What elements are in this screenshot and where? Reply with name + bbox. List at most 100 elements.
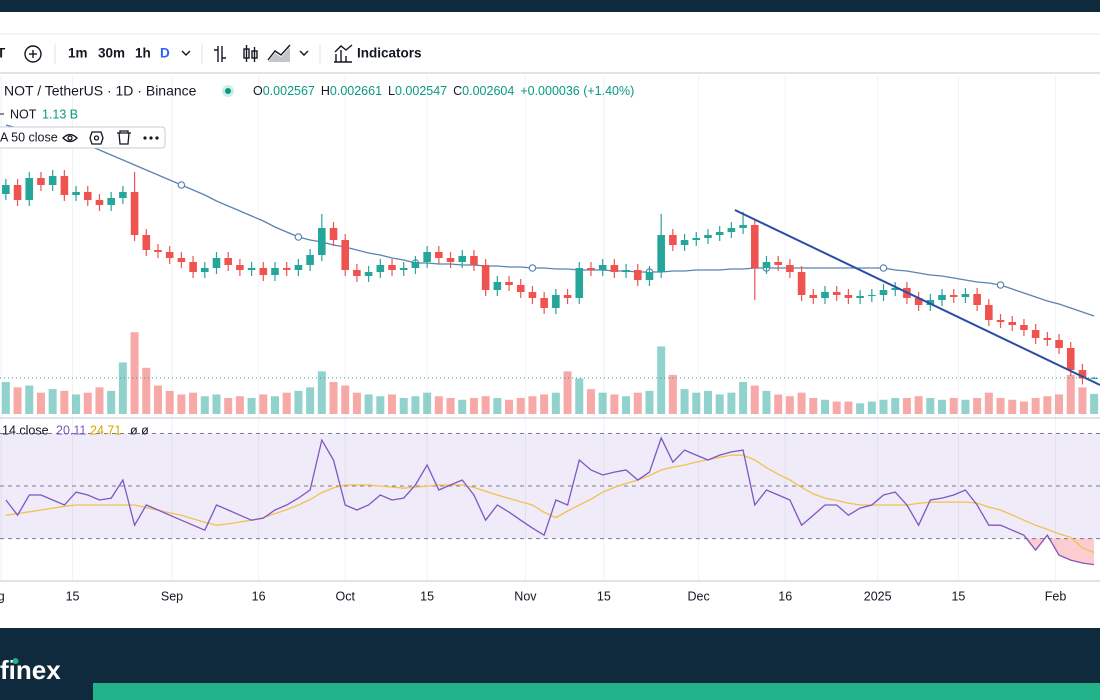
candle-body bbox=[353, 270, 361, 276]
candle-body bbox=[177, 258, 186, 262]
volume-bar bbox=[891, 398, 900, 414]
candle-body bbox=[399, 268, 408, 270]
volume-bar bbox=[177, 394, 186, 414]
volume-bar bbox=[458, 399, 467, 414]
candle-body bbox=[1008, 322, 1017, 325]
x-tick-label: Feb bbox=[1045, 589, 1067, 603]
volume-bar bbox=[715, 394, 724, 414]
volume-bar bbox=[1008, 399, 1017, 414]
volume-bar bbox=[1055, 394, 1064, 414]
candle-body bbox=[926, 300, 935, 305]
rsi-extra: ø ø bbox=[130, 423, 149, 437]
interval[interactable]: 1m bbox=[68, 46, 88, 61]
volume-bar bbox=[118, 362, 127, 414]
ohlc-key: H bbox=[321, 84, 330, 98]
volume-bar bbox=[200, 396, 209, 414]
interval[interactable]: 30m bbox=[98, 46, 125, 61]
candle-body bbox=[481, 265, 490, 290]
volume-bar bbox=[680, 389, 689, 414]
ohlc-value: 0.002604 bbox=[462, 84, 514, 98]
candle-body bbox=[107, 198, 115, 205]
rsi-line bbox=[5, 436, 1095, 566]
volume-pane bbox=[1, 332, 1099, 414]
volume-bar bbox=[1031, 398, 1040, 414]
volume-bar bbox=[949, 398, 958, 414]
interval-active[interactable]: D bbox=[160, 46, 170, 61]
volume-bar bbox=[926, 398, 935, 414]
rsi-pane bbox=[0, 433, 1100, 566]
volume-bar bbox=[271, 396, 279, 414]
delete-icon[interactable] bbox=[117, 130, 131, 145]
bar-icon[interactable] bbox=[214, 46, 226, 62]
candle-body bbox=[95, 200, 104, 205]
candle-body bbox=[189, 262, 197, 272]
candle-body bbox=[715, 232, 724, 235]
candle-body bbox=[306, 255, 314, 265]
volume-bar bbox=[481, 396, 490, 414]
volume-bar bbox=[692, 392, 701, 414]
volume-bar bbox=[282, 392, 291, 414]
volume-bar bbox=[739, 382, 748, 414]
volume-bar bbox=[598, 392, 607, 414]
eye-icon[interactable] bbox=[62, 133, 78, 143]
ohlc-legend: O0.002567 H0.002661 L0.002547 C0.002604 +0.0… bbox=[253, 84, 634, 98]
volume-bar bbox=[83, 392, 92, 414]
candle-body bbox=[1055, 340, 1063, 348]
x-tick-label: 15 bbox=[420, 589, 434, 603]
volume-bar bbox=[423, 392, 432, 414]
more-icon[interactable] bbox=[143, 136, 159, 140]
candle-icon[interactable] bbox=[243, 45, 258, 62]
volume-bar bbox=[785, 396, 794, 414]
x-tick-label: Nov bbox=[514, 589, 537, 603]
candle-body bbox=[552, 295, 560, 308]
interval[interactable]: 1h bbox=[135, 46, 151, 61]
candle-body bbox=[212, 258, 221, 268]
candle-body bbox=[1078, 370, 1087, 379]
volume-bar bbox=[165, 390, 174, 414]
indicators-icon[interactable] bbox=[334, 44, 353, 63]
volume-bar bbox=[821, 399, 829, 414]
candle-body bbox=[72, 192, 80, 195]
volume-bar bbox=[36, 392, 45, 414]
candle-body bbox=[435, 252, 443, 258]
volume-bar bbox=[528, 396, 537, 414]
ma-point bbox=[294, 233, 303, 241]
candle-body bbox=[739, 225, 747, 228]
volume-name: NOT bbox=[10, 107, 37, 121]
candle-body bbox=[1090, 377, 1098, 379]
candle-body bbox=[786, 265, 794, 272]
volume-bar bbox=[844, 401, 853, 414]
brand-logo: finex bbox=[0, 655, 61, 685]
candle-body bbox=[516, 285, 525, 292]
chevron[interactable] bbox=[181, 50, 191, 56]
volume-bar bbox=[388, 394, 397, 414]
volume-bar bbox=[797, 392, 806, 414]
area-icon[interactable] bbox=[267, 44, 291, 62]
add-symbol[interactable] bbox=[24, 45, 42, 63]
volume-bar bbox=[750, 385, 759, 414]
candle-body bbox=[856, 296, 864, 298]
volume-bar bbox=[727, 392, 736, 414]
chevron[interactable] bbox=[299, 50, 309, 56]
volume-bar bbox=[259, 394, 268, 414]
candle-body bbox=[25, 178, 34, 200]
status-dot bbox=[222, 85, 234, 97]
volume-bar bbox=[235, 396, 244, 414]
candle-body bbox=[318, 228, 326, 255]
candle-body bbox=[797, 272, 806, 295]
volume-value: 1.13 B bbox=[42, 107, 78, 121]
x-tick-label: 16 bbox=[252, 589, 266, 603]
volume-bar bbox=[1043, 396, 1052, 414]
ma-legend-box[interactable] bbox=[0, 126, 166, 149]
volume-bar bbox=[703, 390, 712, 414]
indicators-button[interactable]: Indicators bbox=[357, 46, 422, 61]
settings-icon[interactable] bbox=[89, 131, 104, 145]
panes bbox=[0, 76, 1100, 580]
volume-bar bbox=[505, 399, 514, 414]
symbol[interactable]: T bbox=[0, 46, 6, 61]
volume-bar bbox=[317, 371, 326, 414]
volume-bar bbox=[224, 398, 233, 414]
volume-bar bbox=[774, 394, 783, 414]
volume-bar bbox=[657, 346, 666, 414]
candle-body bbox=[973, 294, 981, 305]
